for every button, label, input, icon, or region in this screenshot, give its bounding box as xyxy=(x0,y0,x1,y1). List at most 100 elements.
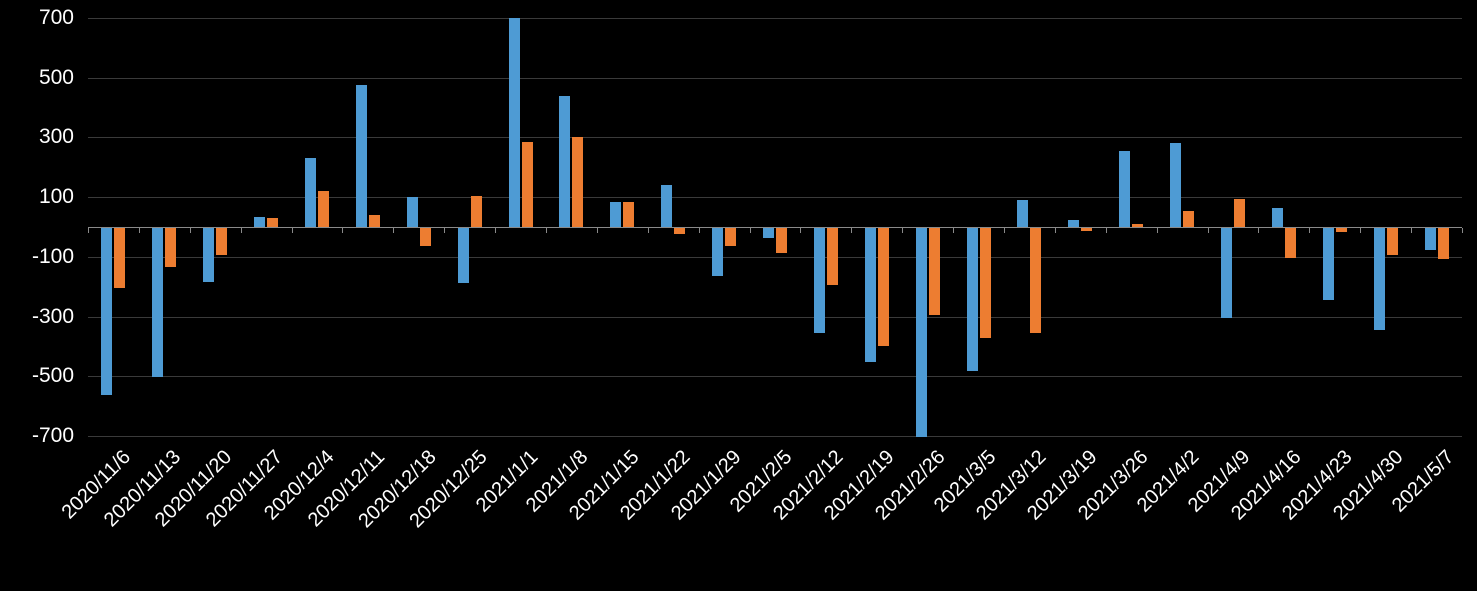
bar-series-blue xyxy=(305,158,316,227)
axis-tick xyxy=(597,228,598,233)
axis-tick xyxy=(342,228,343,233)
x-axis-line xyxy=(88,227,1462,228)
bar-series-orange xyxy=(522,142,533,227)
bar-series-blue xyxy=(356,85,367,227)
bar-series-orange xyxy=(165,228,176,267)
bar-series-orange xyxy=(1438,228,1449,259)
axis-tick xyxy=(1309,228,1310,233)
axis-tick xyxy=(1462,228,1463,233)
bar-series-blue xyxy=(814,228,825,333)
y-axis-label: -500 xyxy=(31,364,74,387)
axis-tick xyxy=(902,228,903,233)
bar-series-blue xyxy=(203,228,214,282)
bar-series-blue xyxy=(559,96,570,227)
bar-series-orange xyxy=(929,228,940,315)
y-axis-label: 100 xyxy=(38,185,74,208)
bar-series-blue xyxy=(1323,228,1334,300)
gridline xyxy=(88,257,1462,258)
gridline xyxy=(88,137,1462,138)
axis-tick xyxy=(851,228,852,233)
bar-series-blue xyxy=(1425,228,1436,250)
bar-series-orange xyxy=(674,228,685,234)
axis-tick xyxy=(953,228,954,233)
bar-series-orange xyxy=(1183,211,1194,227)
bar-series-orange xyxy=(1336,228,1347,232)
gridline xyxy=(88,197,1462,198)
bar-series-orange xyxy=(420,228,431,246)
y-axis-label: 700 xyxy=(38,6,74,29)
bar-series-blue xyxy=(509,18,520,227)
y-axis-label: -700 xyxy=(31,424,74,447)
axis-tick xyxy=(1106,228,1107,233)
bar-series-blue xyxy=(458,228,469,283)
axis-tick xyxy=(190,228,191,233)
bar-series-blue xyxy=(1119,151,1130,227)
bar-series-blue xyxy=(661,185,672,227)
bar-series-blue xyxy=(763,228,774,238)
bar-series-blue xyxy=(407,197,418,227)
bar-series-blue xyxy=(967,228,978,371)
y-axis-label: -100 xyxy=(31,245,74,268)
axis-tick xyxy=(546,228,547,233)
bar-series-orange xyxy=(725,228,736,246)
bar-series-blue xyxy=(610,202,621,227)
bar-series-orange xyxy=(572,137,583,227)
bar-series-blue xyxy=(1272,208,1283,227)
bar-series-orange xyxy=(1132,224,1143,227)
bar-series-orange xyxy=(471,196,482,227)
gridline xyxy=(88,317,1462,318)
bar-series-orange xyxy=(827,228,838,285)
bar-series-blue xyxy=(254,217,265,227)
bar-series-blue xyxy=(1068,220,1079,227)
gridline xyxy=(88,18,1462,19)
bar-series-orange xyxy=(1081,228,1092,231)
axis-tick xyxy=(1411,228,1412,233)
bar-series-orange xyxy=(1387,228,1398,255)
bar-series-blue xyxy=(152,228,163,377)
axis-tick xyxy=(1055,228,1056,233)
bar-series-blue xyxy=(916,228,927,437)
bar-series-orange xyxy=(114,228,125,288)
bar-series-blue xyxy=(1017,200,1028,227)
bar-series-blue xyxy=(865,228,876,362)
bar-series-orange xyxy=(980,228,991,338)
axis-tick xyxy=(1157,228,1158,233)
gridline xyxy=(88,376,1462,377)
axis-tick xyxy=(699,228,700,233)
bar-series-blue xyxy=(1374,228,1385,330)
bar-series-orange xyxy=(267,218,278,227)
bar-series-orange xyxy=(878,228,889,346)
bar-series-blue xyxy=(101,228,112,395)
gridline xyxy=(88,78,1462,79)
bar-series-orange xyxy=(1030,228,1041,333)
bar-series-orange xyxy=(369,215,380,227)
bar-series-orange xyxy=(216,228,227,255)
axis-tick xyxy=(292,228,293,233)
axis-tick xyxy=(750,228,751,233)
axis-tick xyxy=(88,228,89,233)
bar-series-blue xyxy=(1170,143,1181,227)
bar-series-orange xyxy=(1285,228,1296,258)
axis-tick xyxy=(1258,228,1259,233)
axis-tick xyxy=(648,228,649,233)
y-axis-label: 500 xyxy=(38,66,74,89)
bar-series-orange xyxy=(318,191,329,227)
axis-tick xyxy=(800,228,801,233)
axis-tick xyxy=(139,228,140,233)
axis-tick xyxy=(444,228,445,233)
axis-tick xyxy=(495,228,496,233)
bar-series-blue xyxy=(1221,228,1232,318)
bar-series-orange xyxy=(623,202,634,227)
bar-series-blue xyxy=(712,228,723,276)
bar-series-orange xyxy=(776,228,787,253)
axis-tick xyxy=(1004,228,1005,233)
y-axis-label: -300 xyxy=(31,305,74,328)
gridline xyxy=(88,436,1462,437)
axis-tick xyxy=(1208,228,1209,233)
axis-tick xyxy=(1360,228,1361,233)
axis-tick xyxy=(241,228,242,233)
y-axis-label: 300 xyxy=(38,125,74,148)
bar-series-orange xyxy=(1234,199,1245,227)
axis-tick xyxy=(393,228,394,233)
